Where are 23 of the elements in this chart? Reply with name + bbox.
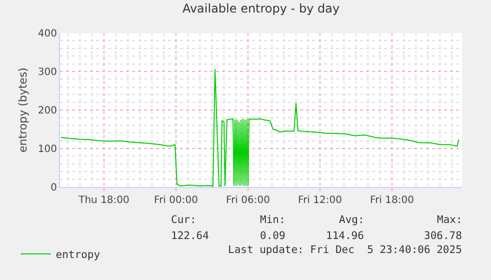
text: Last update: Fri Dec 5 23:40:06 2025: [228, 244, 462, 256]
text: 0.09: [260, 230, 286, 242]
x-tick-label: Fri 12:00: [298, 195, 342, 206]
chart-title: Available entropy - by day: [182, 2, 340, 16]
y-axis-title: entropy (bytes): [16, 68, 30, 152]
x-tick-label: Fri 18:00: [370, 195, 414, 206]
x-tick-label: Fri 06:00: [226, 195, 270, 206]
text: 114.96: [326, 230, 364, 242]
text: Avg:: [339, 214, 364, 226]
y-tick-label: 300: [38, 67, 57, 78]
x-tick-label: Fri 00:00: [154, 195, 198, 206]
y-tick-label: 100: [38, 144, 57, 155]
y-tick-label: 200: [38, 106, 57, 116]
x-tick-label: Thu 18:00: [78, 195, 130, 206]
line-series: [60, 68, 460, 187]
text: Max:: [437, 214, 462, 226]
text: 306.78: [424, 230, 462, 242]
legend-label: entropy: [56, 248, 100, 261]
text: Min:: [260, 214, 286, 226]
text: Cur:: [171, 214, 196, 226]
y-tick-label: 400: [38, 28, 57, 40]
text: 122.64: [171, 230, 209, 242]
y-tick-label: 0: [50, 182, 57, 194]
